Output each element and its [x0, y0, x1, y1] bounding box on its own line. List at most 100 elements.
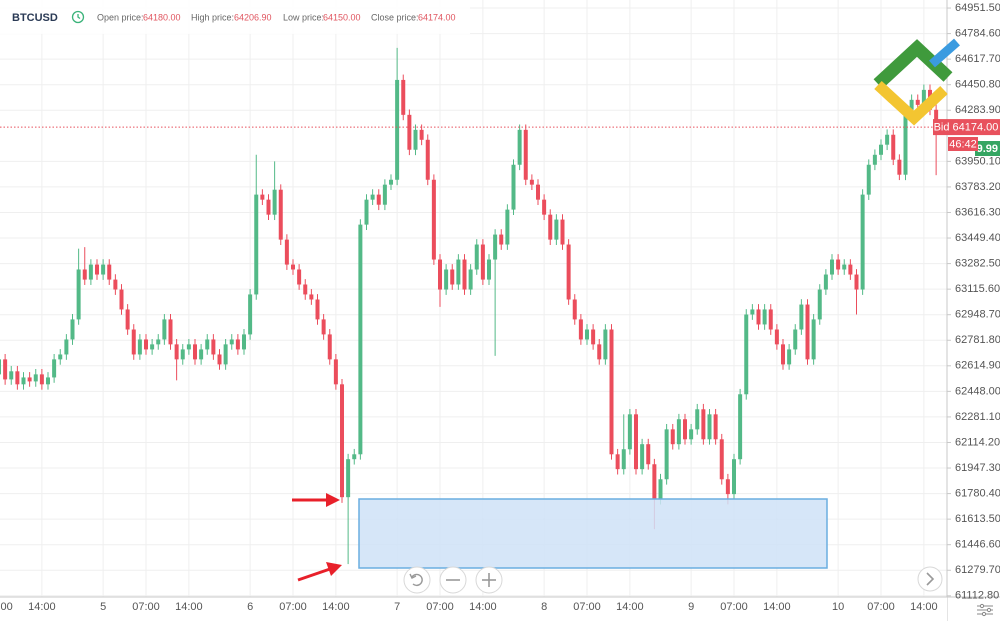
clock-icon	[71, 10, 85, 24]
y-tick-label: 64450.80	[955, 79, 1000, 91]
candle-body	[419, 129, 424, 140]
candle-body	[701, 409, 706, 440]
candle-body	[199, 349, 204, 360]
x-tick-label: 07:00	[279, 601, 307, 613]
candle-body	[180, 349, 185, 360]
candle-body	[376, 194, 381, 205]
open-label: Open price:	[97, 12, 144, 22]
scroll-right-button[interactable]	[917, 566, 943, 592]
candle-body	[413, 129, 418, 150]
candle-body	[548, 214, 553, 240]
reset-button[interactable]	[403, 566, 431, 594]
candle-body	[499, 234, 504, 245]
candle-body	[340, 384, 344, 498]
candle-body	[389, 179, 393, 185]
candle-body	[186, 344, 191, 350]
x-tick-label: 07:00	[720, 601, 748, 613]
candle-body	[885, 134, 890, 145]
candle-body	[511, 164, 516, 210]
ask-label: 9.99	[977, 143, 998, 155]
candle-body	[811, 319, 816, 360]
candle-body	[131, 329, 136, 355]
candle-body	[915, 99, 920, 105]
candle-body	[664, 429, 669, 480]
close-value: 64174.00	[418, 12, 456, 22]
candle-body	[799, 304, 804, 330]
candle-body	[401, 79, 406, 115]
y-tick-label: 64951.50	[955, 2, 1000, 14]
candle-body	[738, 394, 743, 460]
candle-body	[431, 179, 436, 260]
candle-body	[725, 479, 730, 495]
x-tick-label: 07:00	[426, 601, 454, 613]
candle-body	[480, 244, 485, 280]
y-tick-label: 61446.60	[955, 539, 1000, 551]
candle-body	[934, 109, 939, 125]
candle-body	[707, 414, 712, 440]
candle-body	[487, 259, 491, 280]
candle-body	[872, 154, 877, 165]
y-tick-label: 63950.10	[955, 155, 1000, 167]
candle-body	[897, 159, 902, 175]
y-tick-label: 63616.30	[955, 206, 1000, 218]
candle-body	[456, 259, 461, 285]
candle-body	[39, 374, 44, 385]
candle-body	[407, 114, 412, 150]
candle-body	[321, 319, 326, 335]
y-tick-label: 63282.50	[955, 257, 1000, 269]
candle-body	[713, 414, 718, 440]
candle-body	[529, 179, 534, 185]
candle-body	[309, 294, 314, 300]
candle-body	[382, 184, 387, 205]
candle-body	[9, 371, 14, 380]
bid-label: Bid 64174.00	[934, 121, 999, 133]
y-tick-label: 62948.70	[955, 309, 1000, 321]
x-tick-label: 07:00	[867, 601, 895, 613]
candle-body	[848, 264, 853, 275]
candle-body	[162, 319, 167, 340]
x-tick-label: 9	[688, 601, 694, 613]
x-tick-label: 14:00	[763, 601, 791, 613]
high-value: 64206.90	[234, 12, 272, 22]
candle-body	[168, 319, 173, 345]
candle-body	[315, 299, 320, 320]
countdown-box	[948, 137, 978, 151]
candle-body	[21, 377, 26, 385]
candle-body	[830, 259, 834, 275]
candle-body	[346, 459, 351, 498]
candle-body	[235, 339, 240, 350]
close-label: Close price:	[371, 12, 419, 22]
y-tick-label: 61112.80	[955, 590, 999, 602]
candle-body	[327, 334, 332, 360]
candle-body	[27, 377, 32, 382]
candle-body	[119, 289, 124, 310]
candle-body	[640, 444, 645, 470]
candle-body	[578, 319, 583, 340]
x-tick-label: 8	[541, 601, 547, 613]
candle-body	[82, 269, 87, 280]
zoom-out-button[interactable]	[439, 566, 467, 594]
y-tick-label: 63115.60	[955, 283, 1000, 295]
y-tick-label: 61613.50	[955, 513, 1000, 525]
low-value: 64150.00	[323, 12, 361, 22]
settings-button[interactable]	[977, 603, 993, 617]
candle-body	[468, 269, 473, 290]
candle-body	[744, 314, 749, 395]
candle-body	[70, 319, 75, 340]
zoom-in-button[interactable]	[475, 566, 503, 594]
x-tick-label: 14:00	[28, 601, 56, 613]
candle-body	[137, 339, 142, 355]
y-axis-panel	[947, 0, 1000, 621]
candle-body	[260, 194, 265, 200]
candle-body	[284, 239, 289, 265]
candle-body	[0, 359, 1, 375]
low-label: Low price:	[283, 12, 324, 22]
candle-body	[836, 259, 841, 270]
candle-body	[95, 264, 99, 275]
candle-body	[909, 99, 914, 110]
countdown: 46:42	[949, 138, 977, 150]
x-tick-label: 14:00	[616, 601, 644, 613]
logo	[873, 38, 960, 126]
